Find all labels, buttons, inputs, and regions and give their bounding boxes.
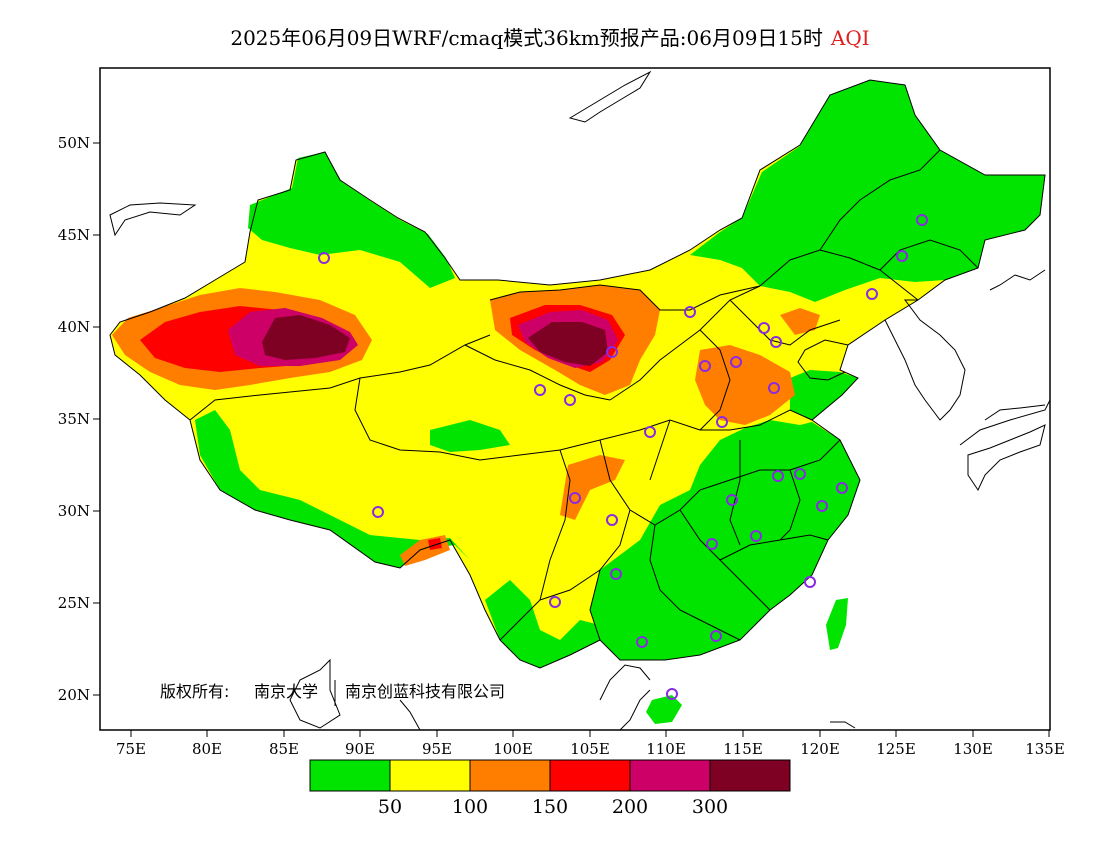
copyright: 版权所有: 南京大学 南京创蓝科技有限公司 bbox=[160, 680, 505, 706]
lon-label: 115E bbox=[723, 740, 763, 758]
lon-label: 75E bbox=[116, 740, 146, 758]
north-xinjiang-green bbox=[248, 152, 455, 288]
station-marker bbox=[606, 514, 618, 526]
station-marker bbox=[758, 322, 770, 334]
map-area bbox=[109, 70, 1050, 730]
lat-labels: 50N 45N 40N 35N 30N 25N 20N bbox=[58, 134, 90, 704]
shandong-green bbox=[790, 370, 858, 420]
monitoring-stations bbox=[318, 214, 928, 700]
lon-label: 120E bbox=[800, 740, 840, 758]
province-boundaries bbox=[109, 79, 1046, 669]
map-title: 2025年06月09日WRF/cmaq模式36km预报产品:06月09日15时 A… bbox=[0, 22, 1100, 51]
station-marker bbox=[372, 506, 384, 518]
station-marker bbox=[564, 394, 576, 406]
alxa-maroon bbox=[528, 322, 608, 366]
copyright-org2: 南京创蓝科技有限公司 bbox=[345, 682, 505, 701]
qinghai-green-patch bbox=[430, 420, 510, 452]
station-marker bbox=[610, 568, 622, 580]
station-marker bbox=[726, 494, 738, 506]
map-frame bbox=[99, 67, 1051, 731]
station-marker bbox=[804, 576, 816, 588]
lon-label: 95E bbox=[422, 740, 452, 758]
lon-label: 110E bbox=[646, 740, 686, 758]
title-main: 2025年06月09日WRF/cmaq模式36km预报产品:06月09日15时 bbox=[230, 26, 823, 50]
hainan-green bbox=[646, 695, 682, 724]
colorbar-label: 300 bbox=[692, 796, 728, 818]
coastlines bbox=[109, 70, 1050, 730]
station-marker bbox=[730, 356, 742, 368]
colorbar-label: 50 bbox=[378, 796, 402, 818]
copyright-prefix: 版权所有: bbox=[160, 682, 229, 701]
station-marker bbox=[606, 346, 618, 358]
lon-label: 85E bbox=[269, 740, 299, 758]
colorbar-swatch bbox=[310, 760, 390, 791]
station-marker bbox=[318, 252, 330, 264]
station-marker bbox=[916, 214, 928, 226]
lat-label: 50N bbox=[58, 134, 90, 152]
station-marker bbox=[644, 426, 656, 438]
lon-label: 100E bbox=[493, 740, 533, 758]
green-zones bbox=[195, 80, 1045, 724]
lon-label: 90E bbox=[345, 740, 375, 758]
taklimakan-maroon bbox=[262, 315, 350, 360]
lat-label: 25N bbox=[58, 594, 90, 612]
station-marker bbox=[866, 288, 878, 300]
colorbar: 50 100 150 200 300 bbox=[309, 759, 791, 818]
northeast-green bbox=[690, 80, 1045, 302]
lat-label: 30N bbox=[58, 502, 90, 520]
lon-label: 130E bbox=[953, 740, 993, 758]
station-marker bbox=[710, 630, 722, 642]
colorbar-label: 200 bbox=[612, 796, 648, 818]
colorbar-label: 150 bbox=[532, 796, 568, 818]
station-marker bbox=[896, 250, 908, 262]
station-marker bbox=[716, 416, 728, 428]
lon-label: 125E bbox=[876, 740, 916, 758]
yunnan-green bbox=[485, 580, 600, 668]
lon-label: 135E bbox=[1025, 740, 1065, 758]
colorbar-swatch bbox=[550, 760, 630, 791]
colorbar-swatch bbox=[630, 760, 710, 791]
station-marker bbox=[666, 688, 678, 700]
lat-label: 35N bbox=[58, 410, 90, 428]
station-marker bbox=[549, 596, 561, 608]
colorbar-swatch bbox=[390, 760, 470, 791]
colorbar-swatch bbox=[470, 760, 550, 791]
station-marker bbox=[684, 306, 696, 318]
station-marker bbox=[768, 382, 780, 394]
colorbar-label: 100 bbox=[452, 796, 488, 818]
north-china-orange bbox=[695, 345, 795, 425]
station-marker bbox=[569, 492, 581, 504]
tibet-south-green bbox=[195, 410, 470, 568]
station-marker bbox=[534, 384, 546, 396]
taiwan-green bbox=[826, 598, 848, 650]
tibet-red bbox=[428, 538, 442, 550]
station-marker bbox=[794, 468, 806, 480]
lon-label: 105E bbox=[570, 740, 610, 758]
station-marker bbox=[636, 636, 648, 648]
station-marker bbox=[770, 336, 782, 348]
southeast-green bbox=[590, 420, 860, 660]
lon-label: 80E bbox=[192, 740, 222, 758]
lon-labels: 75E 80E 85E 90E 95E 100E 105E 110E 115E … bbox=[116, 740, 1065, 758]
station-marker bbox=[816, 500, 828, 512]
lat-label: 45N bbox=[58, 226, 90, 244]
maroon-zones bbox=[262, 315, 608, 366]
colorbar-swatch bbox=[710, 760, 790, 791]
title-variable: AQI bbox=[830, 26, 870, 50]
station-marker bbox=[699, 360, 711, 372]
lat-label: 40N bbox=[58, 318, 90, 336]
bohai-orange bbox=[780, 308, 820, 335]
lat-label: 20N bbox=[58, 686, 90, 704]
copyright-org1: 南京大学 bbox=[254, 682, 318, 701]
station-marker bbox=[772, 470, 784, 482]
lat-ticks bbox=[93, 142, 100, 696]
lon-ticks bbox=[130, 730, 1050, 737]
station-marker bbox=[750, 530, 762, 542]
station-marker bbox=[706, 538, 718, 550]
station-marker bbox=[836, 482, 848, 494]
